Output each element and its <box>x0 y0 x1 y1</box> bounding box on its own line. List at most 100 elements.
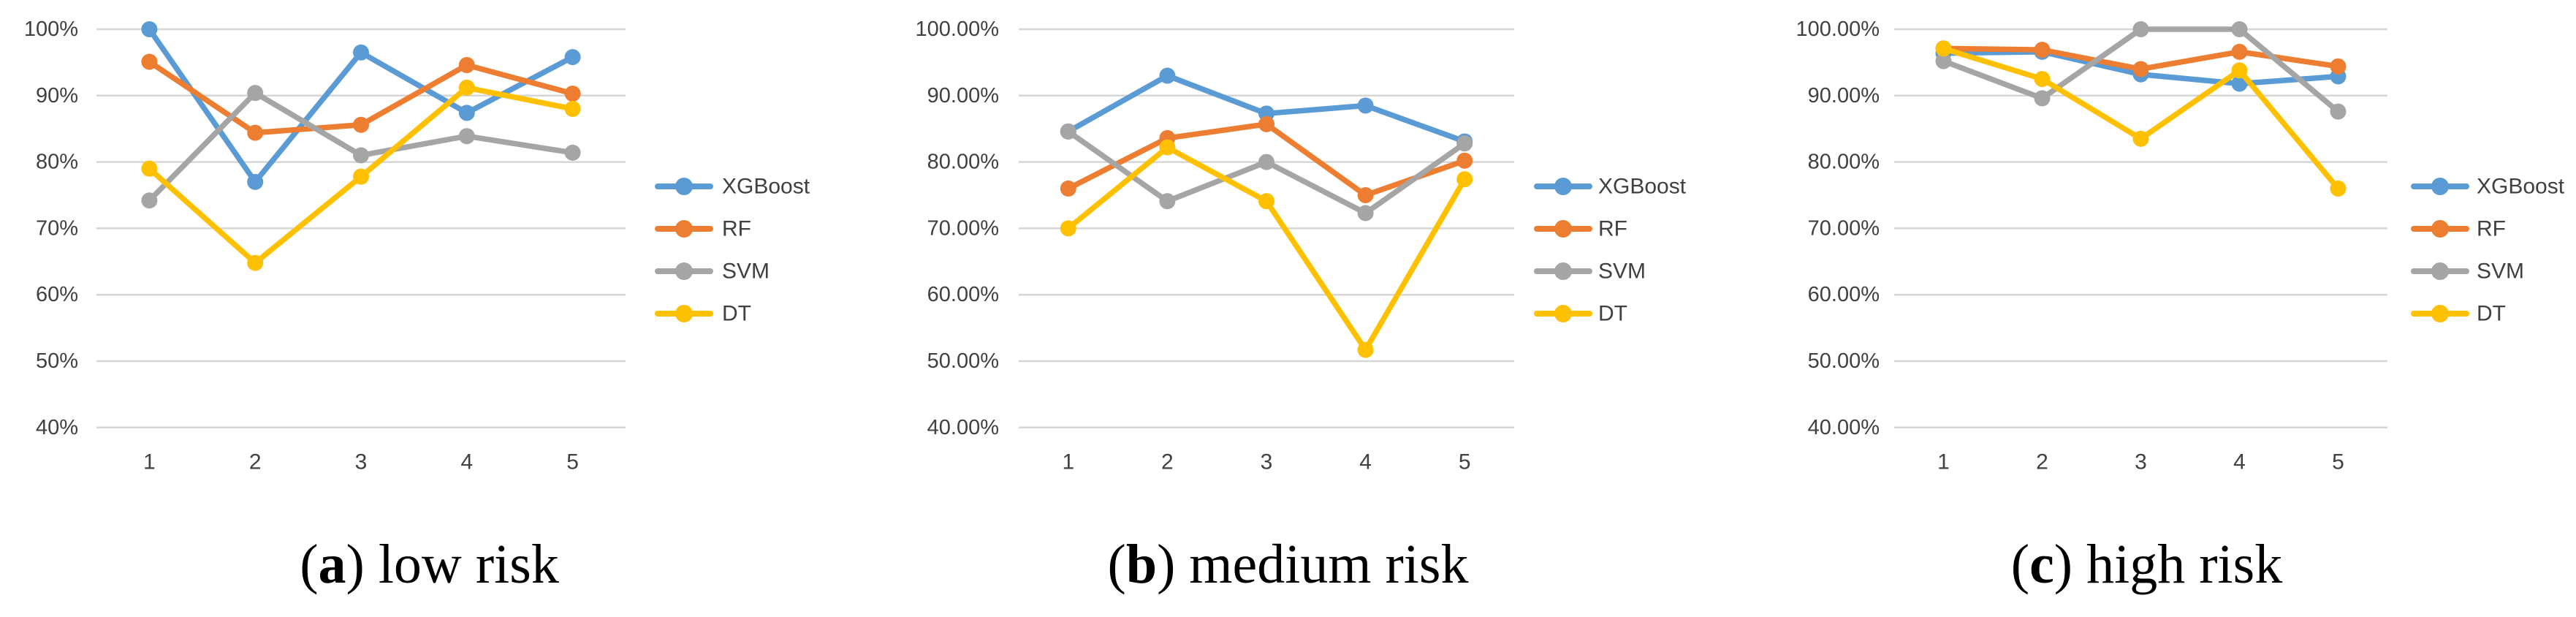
legend-label: XGBoost <box>2477 175 2565 199</box>
y-axis-tick-label: 50% <box>36 349 78 373</box>
x-axis-tick-label: 2 <box>249 450 262 474</box>
y-axis-tick-label: 60.00% <box>927 283 999 306</box>
caption-text: low risk <box>378 534 559 595</box>
y-axis-tick-label: 80% <box>36 151 78 174</box>
legend-item-svm: SVM <box>2411 260 2524 284</box>
x-axis-tick-label: 1 <box>1937 450 1950 474</box>
data-point-svm <box>2330 103 2347 120</box>
legend-label: DT <box>1598 302 1627 326</box>
legend-label: DT <box>722 302 751 326</box>
legend-item-xgboost: XGBoost <box>2411 175 2565 199</box>
legend-marker-dot <box>2431 305 2449 322</box>
data-point-svm <box>2132 21 2149 37</box>
series-rf <box>1060 116 1473 203</box>
data-point-rf <box>564 86 581 102</box>
caption-letter: a <box>318 534 346 595</box>
data-point-rf <box>2132 61 2149 77</box>
y-axis-tick-label: 50.00% <box>927 349 999 373</box>
chart-caption-high-risk: (c) high risk <box>1717 521 2576 617</box>
legend-label: SVM <box>722 260 770 284</box>
legend-label: SVM <box>2477 260 2524 284</box>
data-point-svm <box>353 147 369 164</box>
line-chart-low-risk: 100% 90% 80% 70% 60% 50% 40% 1 2 3 4 5 XGBoost RF SVM D… <box>24 18 810 474</box>
data-point-dt <box>564 100 581 117</box>
legend-marker-dot <box>2431 178 2449 195</box>
y-axis-tick-label: 100.00% <box>1796 18 1880 41</box>
data-point-rf <box>247 124 264 141</box>
legend-item-svm: SVM <box>1534 260 1646 284</box>
data-point-dt <box>2330 180 2347 197</box>
chart-panel-high-risk: 100.00% 90.00% 80.00% 70.00% 60.00% 50.00% 40.… <box>1717 0 2576 617</box>
data-point-rf <box>353 116 369 133</box>
y-axis-tick-label: 70.00% <box>927 216 999 240</box>
legend-item-rf: RF <box>655 217 751 241</box>
legend-item-svm: SVM <box>655 260 770 284</box>
legend-marker-dot <box>1554 305 1572 322</box>
y-axis-tick-label: 70.00% <box>1808 216 1880 240</box>
data-point-dt <box>1060 220 1076 237</box>
data-point-rf <box>2231 43 2248 60</box>
legend: XGBoost RF SVM DT <box>2411 175 2565 326</box>
series-svm <box>1935 21 2347 120</box>
line-chart-high-risk: 100.00% 90.00% 80.00% 70.00% 60.00% 50.00% 40.… <box>1796 18 2565 474</box>
data-point-dt <box>1935 40 1952 57</box>
x-axis-tick-label: 5 <box>566 450 579 474</box>
data-point-svm <box>2231 21 2248 37</box>
series-dt <box>1935 40 2347 197</box>
data-point-rf <box>1060 180 1076 197</box>
caption-text: medium risk <box>1189 534 1469 595</box>
legend-item-dt: DT <box>655 302 751 326</box>
data-point-svm <box>564 144 581 161</box>
legend-label: XGBoost <box>1598 175 1687 199</box>
y-axis-tick-label: 100% <box>24 18 78 41</box>
legend-marker-dot <box>1554 262 1572 280</box>
legend-label: RF <box>1598 217 1627 241</box>
y-axis-tick-label: 40.00% <box>927 416 999 439</box>
legend-marker-dot <box>2431 220 2449 238</box>
data-point-svm <box>1060 123 1076 140</box>
data-point-svm <box>1357 205 1374 222</box>
y-axis-tick-label: 60% <box>36 283 78 306</box>
data-point-svm <box>247 85 264 102</box>
x-axis-tick-label: 1 <box>143 450 156 474</box>
data-point-dt <box>247 254 264 271</box>
series-dt <box>141 79 581 271</box>
data-point-svm <box>1159 193 1176 210</box>
data-point-svm <box>2034 90 2051 107</box>
legend-item-dt: DT <box>2411 302 2506 326</box>
data-point-dt <box>1456 171 1473 188</box>
data-point-dt <box>1258 193 1274 210</box>
x-axis-tick-label: 5 <box>1459 450 1471 474</box>
y-axis-tick-label: 80.00% <box>927 151 999 174</box>
legend-marker-dot <box>675 305 693 322</box>
data-point-xgboost <box>2231 75 2248 92</box>
chart-panel-medium-risk: 100.00% 90.00% 80.00% 70.00% 60.00% 50.00% 40.… <box>859 0 1717 617</box>
y-axis-tick-label: 90.00% <box>927 84 999 107</box>
data-point-dt <box>2034 71 2051 88</box>
data-point-svm <box>1258 154 1274 170</box>
data-point-dt <box>353 168 369 185</box>
y-axis-tick-label: 40.00% <box>1808 416 1880 439</box>
x-axis-tick-label: 2 <box>2036 450 2048 474</box>
legend-marker-dot <box>1554 220 1572 238</box>
x-axis-tick-label: 1 <box>1062 450 1074 474</box>
data-point-svm <box>458 128 475 145</box>
legend-label: SVM <box>1598 260 1646 284</box>
legend-label: DT <box>2477 302 2506 326</box>
series-svm <box>141 85 581 209</box>
data-point-dt <box>1159 139 1176 156</box>
caption-letter: c <box>2029 534 2054 595</box>
data-point-svm <box>1935 53 1952 69</box>
data-point-dt <box>141 160 158 177</box>
data-point-xgboost <box>1357 97 1374 114</box>
x-axis-tick-label: 4 <box>460 450 473 474</box>
caption-paren: ) <box>1157 534 1190 595</box>
caption-letter: b <box>1125 534 1158 595</box>
y-axis-tick-label: 70% <box>36 216 78 240</box>
y-axis-tick-label: 90% <box>36 84 78 107</box>
data-point-xgboost <box>458 105 475 121</box>
legend-marker-dot <box>675 178 693 195</box>
caption-paren: ( <box>300 534 319 595</box>
data-point-rf <box>1357 187 1374 203</box>
data-point-rf <box>1258 116 1274 132</box>
